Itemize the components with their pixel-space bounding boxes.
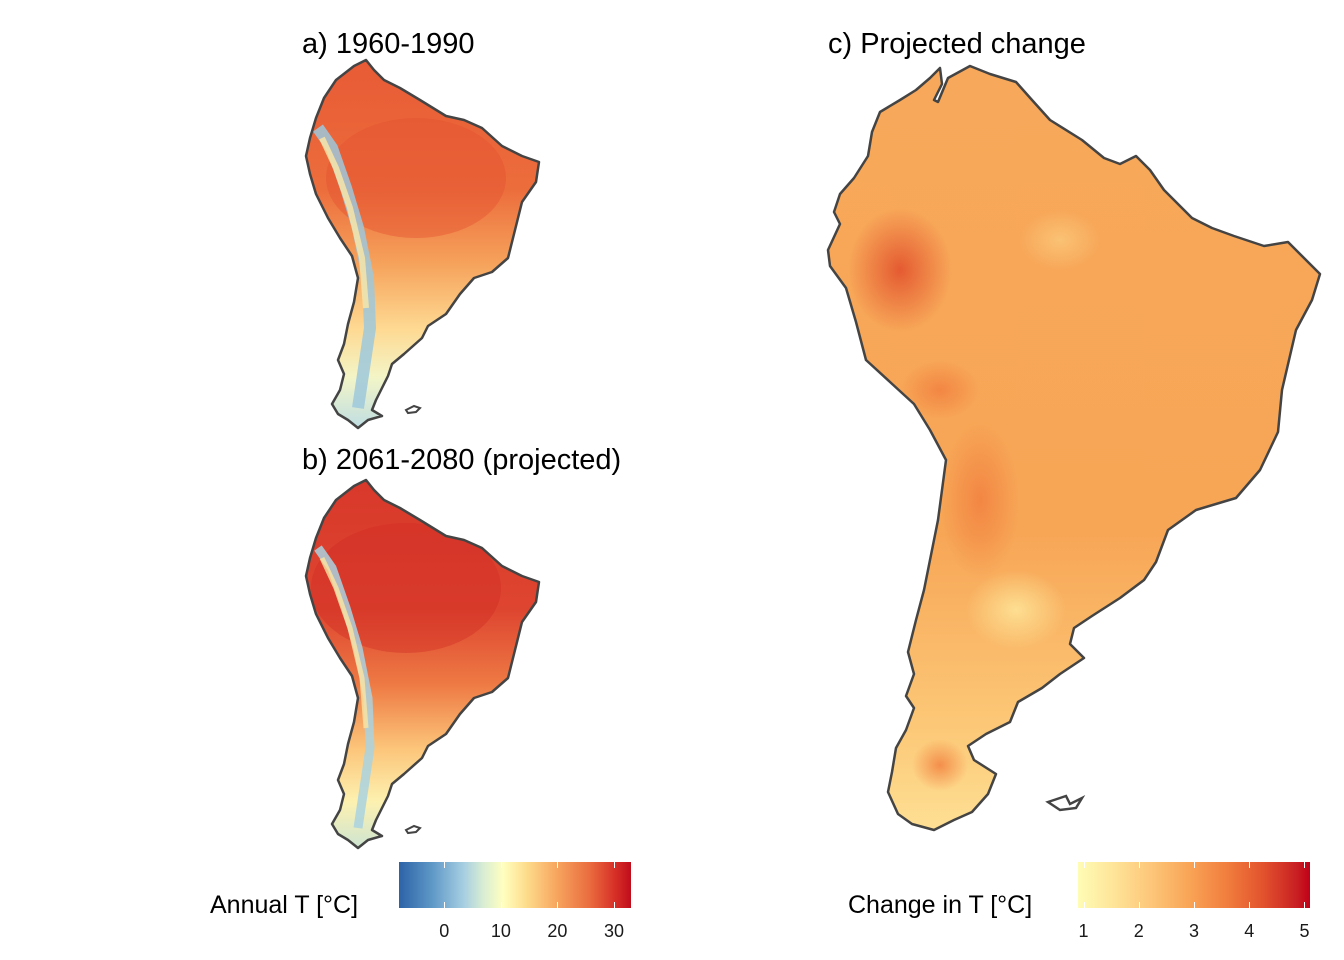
change-legend-title: Change in T [°C]: [848, 891, 1033, 919]
change-tick-mark: [1138, 902, 1140, 908]
change-tick-mark: [1304, 862, 1306, 868]
temperature-tick-label: 10: [490, 921, 511, 941]
temperature-tick-mark: [557, 902, 559, 908]
change-tick-label: 2: [1133, 921, 1144, 941]
map-2061-2080-projected: [304, 478, 541, 850]
temperature-tick-mark: [500, 902, 502, 908]
temperature-tick-mark: [614, 902, 616, 908]
change-colorbar: [1078, 862, 1310, 908]
map-projected-change: [826, 64, 1322, 832]
south-america-outline: [826, 64, 1322, 832]
falkland-islands-outline: [1045, 794, 1086, 812]
map-1960-1990: [304, 58, 541, 430]
temperature-tick-mark: [614, 862, 616, 868]
panel-b-title: b) 2061-2080 (projected): [302, 444, 622, 476]
temperature-tick-mark: [500, 862, 502, 868]
falkland-islands-outline: [404, 824, 422, 835]
panel-a-title: a) 1960-1990: [302, 28, 475, 60]
change-tick-mark: [1249, 862, 1251, 868]
temperature-tick-label: 20: [547, 921, 568, 941]
change-tick-label: 3: [1188, 921, 1200, 941]
change-tick-label: 1: [1078, 921, 1089, 941]
change-tick-mark: [1194, 902, 1195, 908]
change-tick-mark: [1249, 902, 1251, 908]
south-america-outline: [304, 58, 541, 430]
temperature-legend-title: Annual T [°C]: [210, 891, 359, 919]
change-tick-label: 5: [1299, 921, 1310, 941]
change-tick-label: 4: [1244, 921, 1255, 941]
temperature-tick-mark: [557, 862, 559, 868]
temperature-tick-mark: [444, 862, 446, 868]
panel-c-title: c) Projected change: [828, 28, 1086, 60]
change-tick-mark: [1304, 902, 1306, 908]
falkland-islands-outline: [404, 404, 422, 415]
temperature-colorbar: [399, 862, 631, 908]
temperature-tick-mark: [444, 902, 446, 908]
temperature-tick-label: 30: [604, 921, 625, 941]
south-america-outline: [304, 478, 541, 850]
temperature-tick-label: 0: [439, 921, 450, 941]
change-tick-mark: [1138, 862, 1140, 868]
change-tick-mark: [1194, 862, 1195, 868]
change-tick-mark: [1083, 902, 1085, 908]
change-tick-mark: [1083, 862, 1085, 868]
